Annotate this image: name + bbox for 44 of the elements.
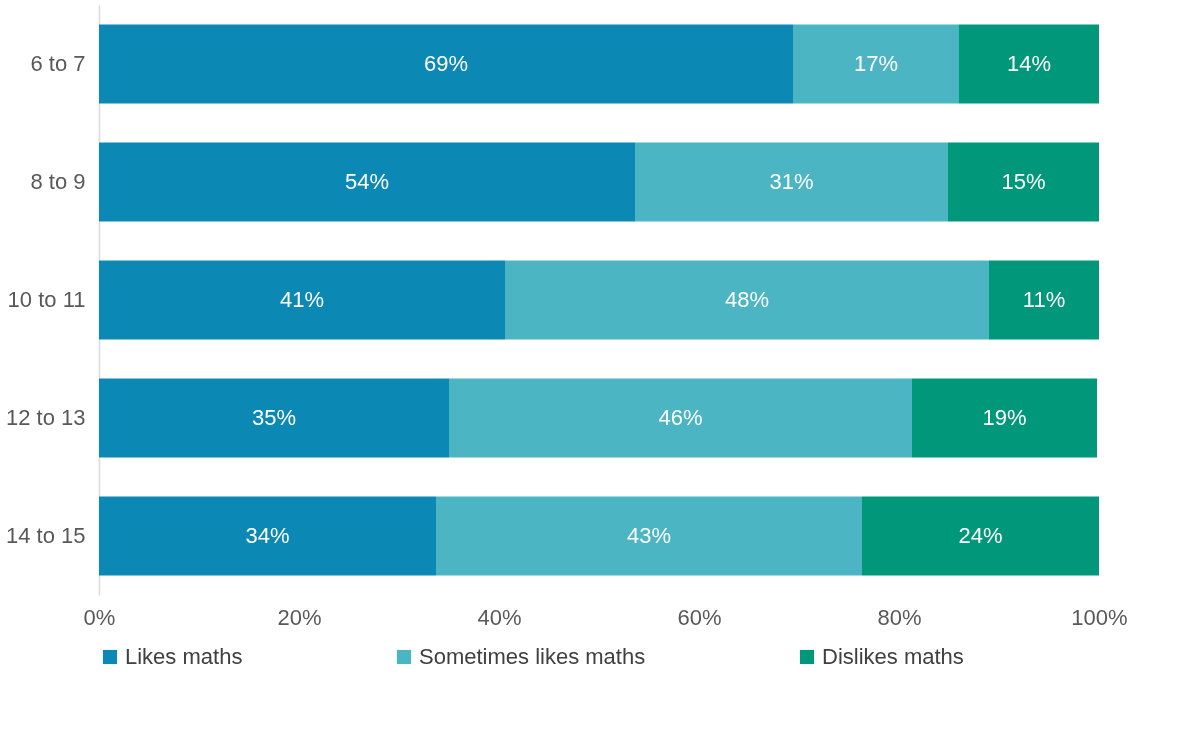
bar xyxy=(505,260,989,340)
data-label: 11% xyxy=(1022,287,1066,312)
legend-label: Sometimes likes maths xyxy=(419,644,646,669)
bar xyxy=(99,496,436,576)
y-tick-label: 12 to 13 xyxy=(5,405,86,430)
bar xyxy=(635,142,948,222)
data-label: 41% xyxy=(279,287,325,312)
bar xyxy=(793,24,959,104)
bar xyxy=(99,378,449,458)
data-label: 15% xyxy=(1001,169,1046,194)
bar xyxy=(436,496,862,576)
bar xyxy=(948,142,1099,222)
bar xyxy=(862,496,1099,576)
y-tick-label: 6 to 7 xyxy=(30,51,86,76)
legend-label: Dislikes maths xyxy=(822,644,964,669)
data-label: 14% xyxy=(1006,51,1052,76)
x-tick-label: 100% xyxy=(1071,604,1128,630)
bar xyxy=(99,142,635,222)
x-tick-label: 80% xyxy=(877,604,922,630)
bar xyxy=(912,378,1097,458)
bar xyxy=(989,260,1099,340)
x-tick-label: 20% xyxy=(277,604,322,630)
data-label: 46% xyxy=(658,405,703,430)
data-label: 54% xyxy=(344,169,390,194)
bar xyxy=(99,24,793,104)
bar xyxy=(449,378,912,458)
data-label: 31% xyxy=(769,169,814,194)
bar xyxy=(959,24,1099,104)
data-label: 48% xyxy=(724,287,770,312)
bar xyxy=(99,260,505,340)
x-tick-label: 0% xyxy=(83,604,116,630)
data-label: 24% xyxy=(958,523,1003,548)
data-label: 69% xyxy=(423,51,469,76)
y-tick-label: 14 to 15 xyxy=(5,523,86,548)
x-tick-label: 60% xyxy=(677,604,722,630)
data-label: 35% xyxy=(251,405,297,430)
legend-label: Likes maths xyxy=(125,644,243,669)
data-label: 17% xyxy=(853,51,899,76)
x-tick-label: 40% xyxy=(477,604,522,630)
data-label: 34% xyxy=(245,523,290,548)
y-tick-label: 10 to 11 xyxy=(7,287,86,312)
data-label: 19% xyxy=(982,405,1027,430)
y-tick-label: 8 to 9 xyxy=(30,169,86,194)
data-label: 43% xyxy=(626,523,672,548)
